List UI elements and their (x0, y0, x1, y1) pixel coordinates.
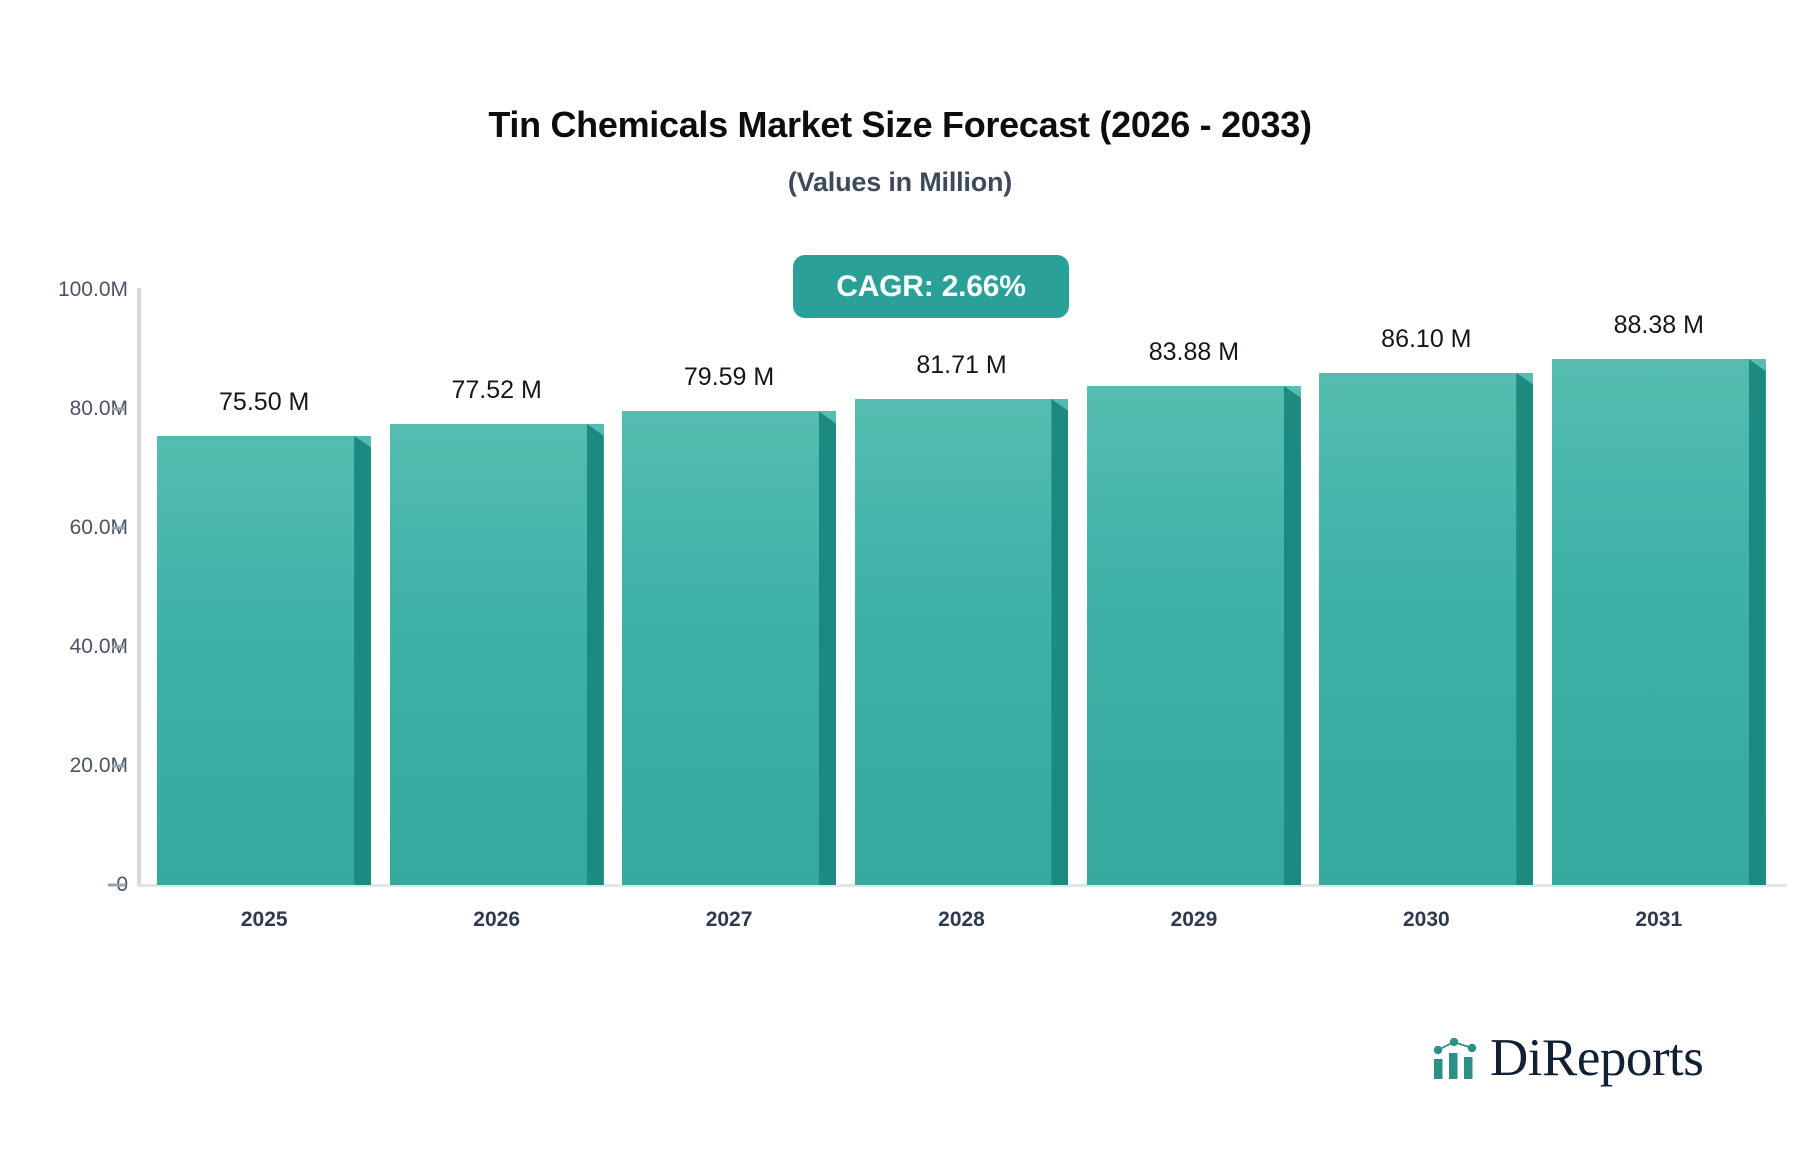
cagr-badge: CAGR: 2.66% (793, 255, 1069, 318)
bar-front-face (622, 411, 836, 885)
y-axis-tick-mark (112, 526, 125, 530)
bar-chart-logo-icon (1433, 1037, 1477, 1079)
cagr-badge-label: CAGR: 2.66% (836, 269, 1026, 303)
x-axis-tick-label: 2031 (1635, 908, 1683, 931)
bar-side-face (1051, 398, 1069, 885)
bar-front-face (854, 398, 1069, 885)
bar-value-label: 75.50 M (219, 387, 310, 416)
bar-side-face (1748, 359, 1766, 885)
x-axis-tick-label: 2030 (1402, 908, 1450, 931)
y-axis-tick-label: 20.0M (69, 754, 128, 777)
x-axis-tick-label: 2027 (705, 908, 753, 931)
bar-side-face (1283, 385, 1301, 885)
bar (389, 423, 604, 885)
bar-side-face (354, 435, 372, 885)
bar-side-face (818, 411, 836, 885)
x-axis-tick-label: 2029 (1170, 908, 1218, 931)
x-axis-line (137, 884, 1787, 887)
y-axis-tick-label: 100.0M (57, 278, 128, 301)
bar-front-face (389, 423, 604, 885)
y-axis-tick-label: 40.0M (69, 635, 128, 658)
y-axis-tick-label: 80.0M (69, 397, 128, 420)
y-axis-tick-mark (112, 764, 125, 768)
bar-side-face (1516, 372, 1534, 885)
bar (622, 411, 836, 885)
y-axis-tick-mark (112, 645, 125, 649)
x-axis-tick-label: 2025 (240, 908, 288, 931)
y-axis-tick-mark (108, 883, 126, 887)
bar-front-face (157, 435, 372, 885)
bar (1319, 372, 1534, 885)
bar-value-label: 83.88 M (1148, 337, 1240, 366)
bar (1551, 359, 1766, 885)
y-axis-line (137, 288, 141, 886)
page-title: Tin Chemicals Market Size Forecast (2026… (488, 104, 1312, 145)
bar-value-label: 86.10 M (1381, 324, 1472, 353)
y-axis-tick-label: 60.0M (69, 516, 128, 539)
bar-front-face (1087, 385, 1301, 885)
x-axis-tick-label: 2026 (473, 908, 520, 931)
x-axis-tick-label: 2028 (938, 908, 985, 931)
chart-subtitle: (Values in Million) (787, 166, 1013, 197)
bar-front-face (1551, 359, 1766, 885)
direports-logo: DiReports (1432, 1029, 1704, 1087)
bar-value-label: 77.52 M (451, 375, 542, 404)
bar-side-face (586, 423, 604, 885)
bar-value-label: 81.71 M (916, 350, 1007, 379)
bar-front-face (1319, 372, 1534, 885)
brand-name: DiReports (1490, 1029, 1704, 1087)
title-block: Tin Chemicals Market Size Forecast (2026… (0, 105, 1800, 198)
bar-value-label: 79.59 M (683, 363, 775, 392)
bar-value-label: 88.38 M (1613, 311, 1704, 340)
y-axis-tick-mark (112, 407, 125, 411)
bar (1087, 385, 1301, 885)
bar (157, 435, 372, 885)
bar (854, 398, 1069, 885)
